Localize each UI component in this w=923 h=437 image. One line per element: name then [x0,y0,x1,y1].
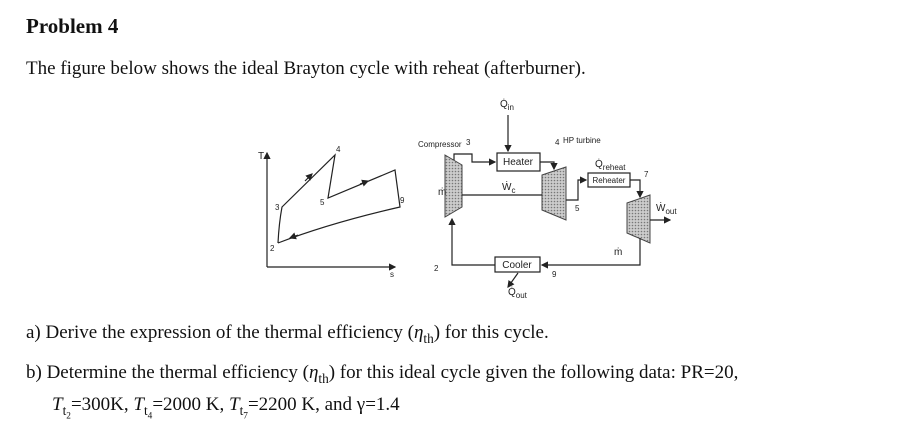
subscript: c [511,186,515,195]
q-reheat-label: Q̇reheat [595,157,626,172]
state-label: 9 [552,270,557,279]
symbol: η [413,322,424,343]
q-in-label: Q̇in [500,97,514,112]
symbol: T [133,393,144,415]
flow-line [566,176,588,201]
mass-flow-label: ṁ [438,187,446,198]
component-label: Cooler [502,260,532,271]
title: Problem 4 [26,14,119,38]
state-label: 2 [434,264,439,273]
subscript: 4 [147,411,153,422]
state-label: 4 [555,138,560,147]
state-label: 3 [466,138,471,147]
symbol: η [308,362,319,383]
symbol: T [52,393,63,415]
component-label: Reheater [593,176,626,185]
q-out-label: Q̇out [508,285,528,300]
state-label: 2 [270,244,275,253]
mass-flow-label: ṁ [614,247,622,258]
symbol: Q̇ [595,157,603,170]
flow-line [540,238,641,269]
text: =2200 K, and γ=1.4 [247,393,400,415]
cycle-path [277,153,401,244]
flow-line [540,161,558,171]
flow-line [448,217,495,266]
state-label: 5 [575,204,580,213]
ts-plot: T s 2 3 4 5 9 [258,145,405,279]
state-label: 3 [275,203,280,212]
state-label: 5 [320,198,325,207]
subscript: 7 [243,411,248,422]
symbol: Ẇ [656,201,666,214]
text: ) for this cycle. [433,322,549,343]
subscript: t7 [239,402,248,422]
symbol: Q̇ [500,97,508,110]
state-label: 9 [400,196,405,205]
state-label: 4 [336,145,341,154]
subscript: th [423,330,434,346]
lp-turbine [626,194,651,244]
schematic: Q̇in Compressor 3 Heater 4 HP turbine Ẇc… [418,97,677,300]
flow-line [453,153,497,166]
work-label: Ẇc [502,180,515,195]
hp-turbine [541,166,567,221]
work-label: Ẇout [656,201,677,216]
text: t [62,402,67,418]
subscript: t2 [62,402,71,422]
intro: The figure below shows the ideal Brayton… [26,58,586,79]
text: b) Determine the thermal efficiency ( [26,362,309,383]
heat-arrow [507,272,519,288]
subscript: 2 [66,411,71,422]
subscript: in [508,103,514,112]
compressor [444,154,463,218]
cycle-arrow [359,179,370,187]
subscript: out [516,291,528,300]
line: Tt2=300K, Tt4=2000 K, Tt7=2200 K, and γ=… [26,392,921,429]
question-b: b) Determine the thermal efficiency (ηth… [26,360,921,429]
symbol: T [229,393,240,415]
t-axis-label: T [258,151,264,162]
text: =2000 K, [152,393,229,415]
subscript: t4 [143,402,153,422]
flow-line [630,179,644,199]
subscript: th [318,370,329,386]
text: ) for this ideal cycle given the followi… [328,362,739,383]
component-label: Compressor [418,140,462,149]
state-label: 7 [644,170,649,179]
text: =300K, [70,393,134,415]
component-label: Heater [503,157,534,168]
s-axis-label: s [390,270,394,279]
cycle-arrow [304,173,313,182]
component-label: HP turbine [563,136,601,145]
symbol: Q̇ [508,285,516,298]
symbol: Ẇ [502,180,512,193]
text: t [143,402,148,418]
cycle-arrow [288,232,299,240]
subscript: out [665,207,677,216]
text: a) Derive the expression of the thermal … [26,322,414,343]
figure: T s 2 3 4 5 9 Q̇in Compressor 3 Heater 4… [258,97,677,300]
question-a: a) Derive the expression of the thermal … [26,322,549,347]
subscript: reheat [603,163,626,172]
text: t [239,402,244,418]
